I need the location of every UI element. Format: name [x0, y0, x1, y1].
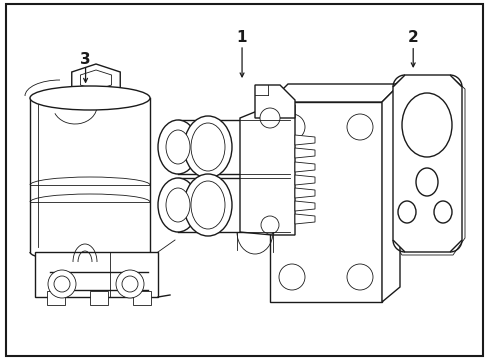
- Text: 2: 2: [407, 30, 418, 45]
- Polygon shape: [254, 85, 294, 118]
- Ellipse shape: [116, 270, 143, 298]
- Polygon shape: [294, 148, 314, 158]
- Ellipse shape: [397, 201, 415, 223]
- Ellipse shape: [30, 86, 150, 110]
- Polygon shape: [240, 105, 294, 235]
- Polygon shape: [35, 252, 158, 297]
- Polygon shape: [294, 201, 314, 211]
- Ellipse shape: [191, 123, 224, 171]
- Polygon shape: [269, 102, 381, 302]
- Ellipse shape: [191, 181, 224, 229]
- Polygon shape: [294, 135, 314, 145]
- Ellipse shape: [260, 108, 280, 128]
- Polygon shape: [392, 75, 461, 252]
- Ellipse shape: [415, 168, 437, 196]
- Ellipse shape: [54, 276, 70, 292]
- Ellipse shape: [122, 276, 138, 292]
- Ellipse shape: [165, 130, 190, 164]
- Polygon shape: [72, 64, 120, 96]
- Ellipse shape: [279, 114, 305, 140]
- Ellipse shape: [401, 93, 451, 157]
- Polygon shape: [294, 162, 314, 172]
- Ellipse shape: [261, 216, 279, 234]
- Ellipse shape: [183, 174, 231, 236]
- Bar: [90, 291, 108, 305]
- Text: 3: 3: [80, 52, 91, 67]
- Polygon shape: [269, 84, 399, 102]
- Ellipse shape: [183, 116, 231, 178]
- Ellipse shape: [158, 178, 198, 232]
- Polygon shape: [381, 84, 399, 302]
- Ellipse shape: [399, 195, 413, 209]
- Ellipse shape: [346, 264, 372, 290]
- Polygon shape: [294, 175, 314, 185]
- Polygon shape: [294, 188, 314, 198]
- Bar: [133, 291, 151, 305]
- Polygon shape: [294, 214, 314, 224]
- Ellipse shape: [279, 264, 305, 290]
- Ellipse shape: [158, 120, 198, 174]
- Ellipse shape: [433, 201, 451, 223]
- Bar: [47, 291, 65, 305]
- Polygon shape: [80, 70, 111, 90]
- Ellipse shape: [48, 270, 76, 298]
- Ellipse shape: [346, 114, 372, 140]
- Ellipse shape: [165, 188, 190, 222]
- Text: 1: 1: [236, 30, 247, 45]
